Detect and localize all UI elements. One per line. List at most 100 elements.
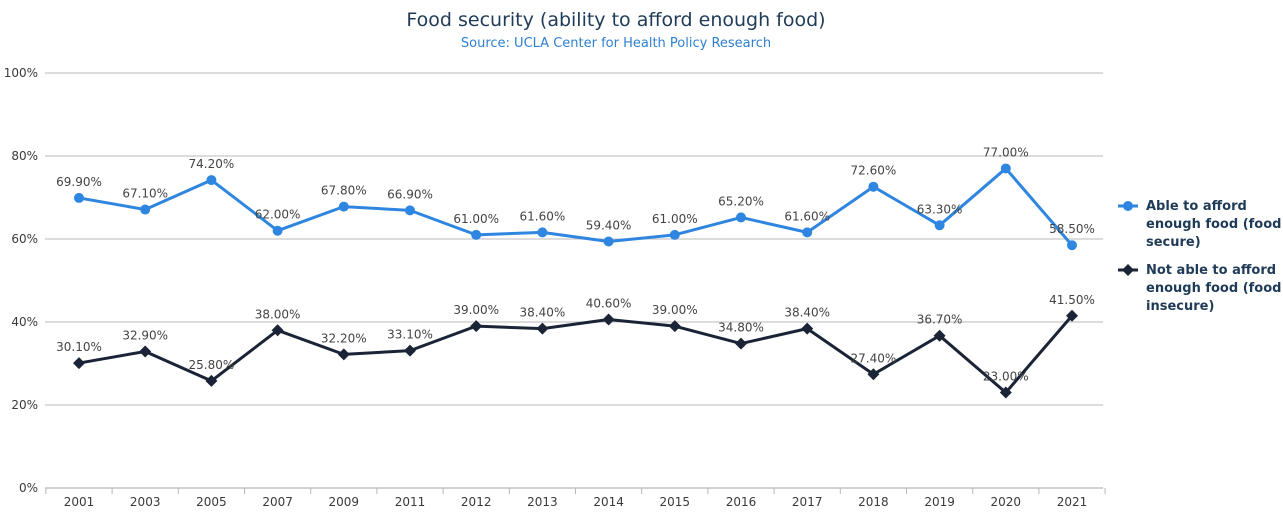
- data-label: 33.10%: [387, 328, 433, 342]
- series-1-point[interactable]: [205, 374, 218, 387]
- x-tick-label: 2015: [660, 495, 691, 509]
- series-0-point[interactable]: [1067, 240, 1077, 251]
- x-tick-label: 2003: [130, 495, 161, 509]
- series-1-point[interactable]: [73, 357, 85, 370]
- y-tick-label: 40%: [11, 315, 38, 329]
- data-label: 39.00%: [453, 303, 499, 317]
- axis-layer: 0% 20% 40% 60% 80% 100% 2001 2003 2005 2007 2009 20…: [4, 66, 1106, 509]
- data-label: 61.00%: [652, 212, 698, 226]
- series-0-point[interactable]: [802, 227, 813, 238]
- series-1-point[interactable]: [271, 324, 284, 337]
- data-label: 65.20%: [718, 194, 764, 208]
- chart-subtitle: Source: UCLA Center for Health Policy Re…: [461, 36, 771, 51]
- legend-marker: [1122, 264, 1134, 276]
- series-0-point[interactable]: [736, 212, 746, 223]
- series-0-point[interactable]: [140, 204, 151, 215]
- x-tick-label: 2017: [792, 495, 823, 509]
- series-1-point[interactable]: [735, 337, 747, 350]
- series-0-point[interactable]: [272, 225, 283, 236]
- series-0-point[interactable]: [934, 220, 945, 231]
- x-tick-label: 2011: [395, 495, 426, 509]
- x-tick-label: 2016: [726, 495, 757, 509]
- series-0-point[interactable]: [669, 229, 680, 240]
- x-tick-label: 2005: [196, 495, 227, 509]
- x-tick-label: 2007: [262, 495, 293, 509]
- data-label: 63.30%: [917, 202, 963, 216]
- data-label: 61.00%: [453, 212, 499, 226]
- series-1-point[interactable]: [801, 322, 814, 335]
- series-0-point[interactable]: [1000, 163, 1011, 174]
- x-tick-label: 2021: [1057, 495, 1088, 509]
- x-tick-label: 2014: [593, 495, 624, 509]
- x-tick-label: 2013: [527, 495, 558, 509]
- series-1-point[interactable]: [999, 386, 1012, 399]
- series-line-0: [78, 166, 1074, 247]
- legend-label: Able to afford: [1146, 199, 1247, 214]
- grid-layer: [45, 72, 1103, 406]
- data-label: 30.10%: [56, 340, 102, 354]
- series-1-point[interactable]: [404, 344, 416, 357]
- x-tick-label: 2018: [858, 495, 889, 509]
- legend-label: enough food (food: [1146, 281, 1281, 296]
- series-1-point[interactable]: [139, 345, 152, 358]
- series-1-point[interactable]: [602, 313, 615, 326]
- y-tick-label: 20%: [11, 398, 38, 412]
- data-label: 32.90%: [122, 328, 168, 342]
- x-tick-label: 2001: [64, 495, 95, 509]
- data-label: 62.00%: [255, 208, 301, 222]
- data-label-layer: 69.90% 67.10% 74.20% 62.00% 67.80% 66.90% 61.0…: [56, 145, 1095, 383]
- series-0-point[interactable]: [338, 201, 349, 212]
- data-label: 66.90%: [387, 187, 433, 201]
- legend-label: secure): [1146, 235, 1201, 250]
- data-label: 74.20%: [189, 157, 235, 171]
- legend-item-1[interactable]: Not able to afford enough food (food insec…: [1118, 263, 1281, 314]
- legend-label: insecure): [1146, 299, 1214, 314]
- data-label: 61.60%: [784, 209, 830, 223]
- legend-item-0[interactable]: Able to afford enough food (food secure): [1118, 199, 1281, 250]
- series-1-point[interactable]: [1066, 309, 1078, 322]
- y-tick-label: 100%: [4, 66, 38, 80]
- series-1-point[interactable]: [933, 329, 946, 342]
- data-label: 69.90%: [56, 175, 102, 189]
- x-tick-label: 2020: [991, 495, 1022, 509]
- series-1-point[interactable]: [536, 322, 549, 335]
- series-0-point[interactable]: [405, 205, 415, 216]
- data-label: 39.00%: [652, 303, 698, 317]
- data-label: 59.40%: [586, 218, 632, 232]
- series-0-point[interactable]: [471, 229, 482, 240]
- data-label: 38.40%: [784, 306, 830, 320]
- legend[interactable]: Able to afford enough food (food secure) No…: [1118, 199, 1281, 314]
- data-label: 41.50%: [1049, 293, 1095, 307]
- series-1-point[interactable]: [470, 320, 483, 333]
- series-0-point[interactable]: [206, 175, 217, 186]
- data-label: 38.40%: [520, 306, 566, 320]
- data-label: 61.60%: [520, 209, 566, 223]
- series-line-1: [78, 314, 1074, 395]
- data-label: 38.00%: [255, 307, 301, 321]
- series-1-point[interactable]: [867, 368, 880, 381]
- series-0-point[interactable]: [74, 192, 84, 203]
- series-0-point[interactable]: [868, 181, 879, 192]
- data-label: 25.80%: [189, 358, 235, 372]
- legend-marker: [1123, 201, 1133, 211]
- data-label: 32.20%: [321, 331, 367, 345]
- x-tick-label: 2012: [461, 495, 492, 509]
- y-tick-label: 0%: [19, 481, 38, 495]
- series-0-point[interactable]: [537, 227, 548, 238]
- data-label: 72.60%: [851, 164, 897, 178]
- series-0-point[interactable]: [603, 236, 614, 247]
- data-label: 23.00%: [983, 370, 1029, 384]
- series-layer: [73, 163, 1078, 399]
- series-1-point[interactable]: [337, 348, 350, 361]
- chart-title: Food security (ability to afford enough …: [406, 9, 825, 31]
- series-1-point[interactable]: [668, 320, 681, 333]
- legend-label: Not able to afford: [1146, 263, 1276, 278]
- data-label: 77.00%: [983, 145, 1029, 159]
- data-label: 40.60%: [586, 297, 632, 311]
- x-tick-label: 2009: [329, 495, 360, 509]
- data-label: 27.40%: [851, 351, 897, 365]
- data-label: 36.70%: [917, 313, 963, 327]
- x-tick-label: 2019: [924, 495, 955, 509]
